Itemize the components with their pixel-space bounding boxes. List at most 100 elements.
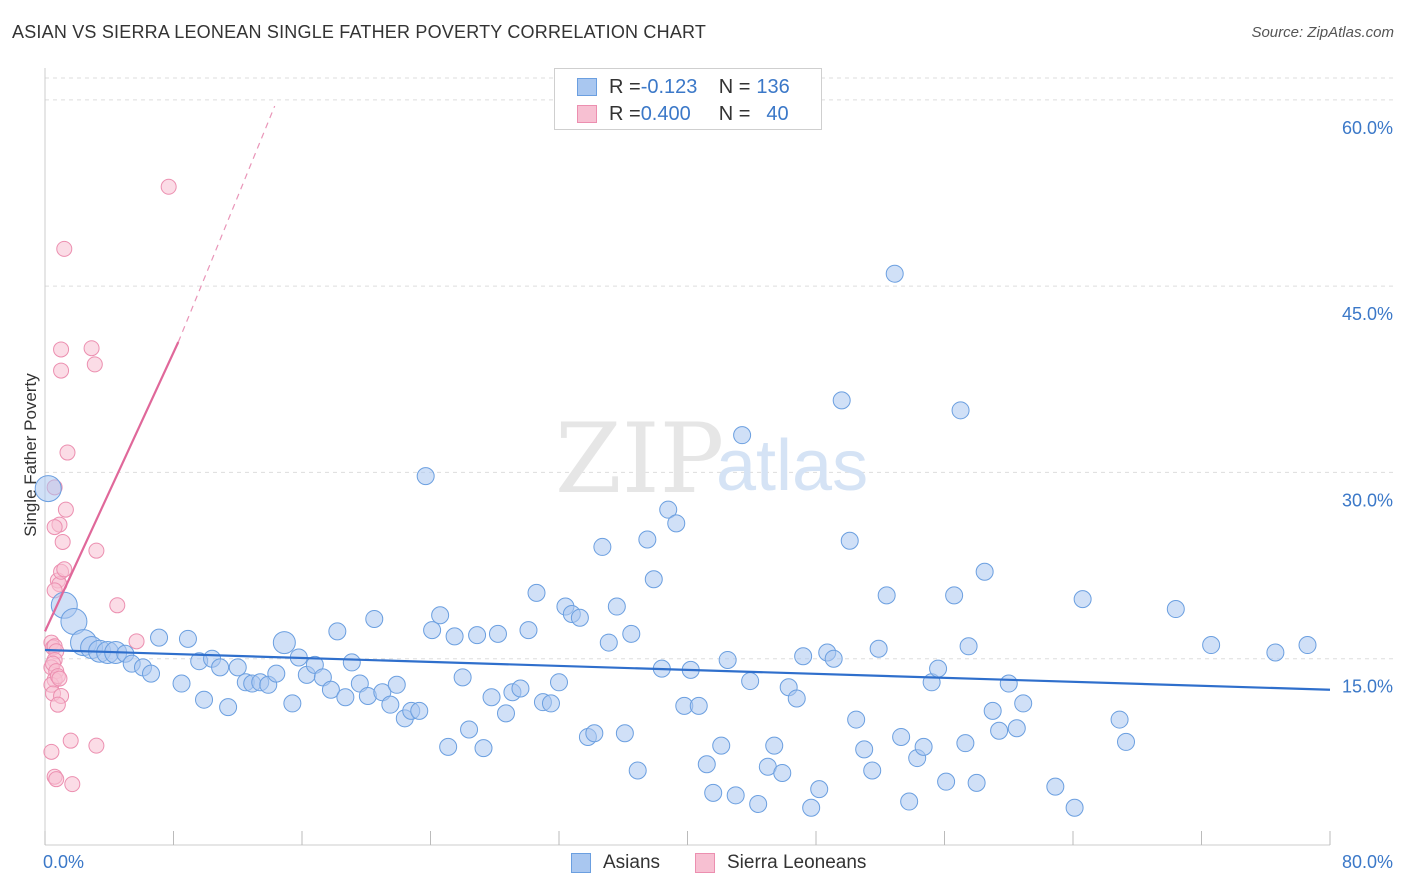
asian-point [488,624,507,643]
sierra-leonean-points [43,178,177,793]
asian-point [439,737,458,756]
asian-point [945,586,964,605]
trend-lines [44,105,1331,691]
asian-point [283,694,302,713]
sierra-leonean-point [57,501,74,518]
asian-trend-line [44,648,1331,691]
asian-point [178,629,197,648]
asian-point [550,673,568,692]
asian-point [228,658,247,677]
asian-point [272,631,296,655]
asian-point [802,798,821,817]
sierra-leonean-point [46,519,63,536]
asian-point [142,664,161,683]
sierra-leonean-point [128,633,145,650]
asian-point [431,606,450,625]
asian-point [885,264,904,283]
axes [44,68,1331,846]
asian-point [951,401,970,420]
legend-row-sierra-leoneans: R = 0.400 N = 40 [577,101,789,127]
asian-point [847,710,866,729]
asian-point [527,583,546,602]
asian-point [195,690,214,709]
y-tick-labels: 15.0% 30.0% 45.0% 60.0% [1342,118,1393,697]
source-credit: Source: ZipAtlas.com [1251,24,1394,41]
asian-point [482,688,501,707]
asian-point [416,467,435,486]
asian-point [211,658,230,677]
n-label: N = [718,102,751,125]
asian-point [519,621,538,640]
asian-point [599,633,618,652]
asian-point [967,773,986,792]
asian-point [468,626,487,645]
asian-point [453,668,472,687]
sierra-leonean-point [56,561,73,578]
y-tick-label: 45.0% [1342,304,1393,324]
asian-point [585,724,604,743]
y-tick-label: 15.0% [1342,677,1393,697]
asian-point [34,475,62,503]
asian-point [726,786,745,805]
asian-point [765,736,784,755]
sierra-leonean-trend-extension [177,105,276,343]
asian-point [342,653,361,672]
asian-point [697,755,716,774]
n-value: 136 [756,75,790,98]
asian-point [1298,636,1317,655]
asian-point [1202,636,1221,655]
asian-point [733,426,752,445]
sierra-leonean-point [88,542,105,559]
asian-point [900,792,919,811]
sierra-leonean-swatch [695,853,715,873]
asian-point [460,720,479,739]
r-label: R = [609,75,641,98]
y-tick-label: 30.0% [1342,490,1393,510]
asian-point [615,724,634,743]
asian-point [1014,694,1033,713]
watermark-zip: ZIP [555,403,724,515]
asian-point [937,772,956,791]
asian-swatch [571,853,591,873]
asian-point [810,780,829,799]
r-value: -0.123 [640,75,698,98]
asian-point [1007,719,1026,738]
sierra-leonean-point [59,444,76,461]
y-axis-label: Single Father Poverty [21,373,40,537]
sierra-leonean-point [86,356,103,373]
x-tick-max: 80.0% [1341,852,1393,872]
sierra-leonean-point [88,737,105,754]
asian-point [628,761,647,780]
asian-point [718,650,737,669]
asian-point [622,624,641,643]
asian-points [34,264,1317,817]
asian-point [496,704,515,723]
asian-point [1073,590,1092,609]
sierra-leonean-point [43,743,60,760]
r-label: R = [609,102,641,125]
asian-point [983,701,1002,720]
asian-point [328,622,347,641]
sierra-leonean-point [51,670,68,687]
asian-point [667,514,686,533]
chart-title: ASIAN VS SIERRA LEONEAN SINGLE FATHER PO… [12,22,707,42]
sierra-leonean-trend-line [44,341,180,632]
x-tick-min: 0.0% [43,852,85,872]
sierra-leonean-point [53,341,70,358]
asian-point [999,674,1018,693]
asian-point [794,647,813,666]
asian-point [387,675,406,694]
series-legend: Asians Sierra Leoneans [0,852,1406,878]
asian-point [541,694,560,713]
legend-item-sierra-leoneans[interactable]: Sierra Leoneans [695,852,866,874]
asian-swatch [577,78,597,96]
asian-point [1046,777,1065,796]
asian-point [959,637,978,656]
sierra-leonean-point [64,776,81,793]
asian-point [381,695,400,714]
asian-point [975,562,994,581]
legend-item-asians[interactable]: Asians [571,852,660,874]
asian-point [219,698,238,717]
asian-point [855,740,874,759]
y-tick-label: 60.0% [1342,118,1393,138]
